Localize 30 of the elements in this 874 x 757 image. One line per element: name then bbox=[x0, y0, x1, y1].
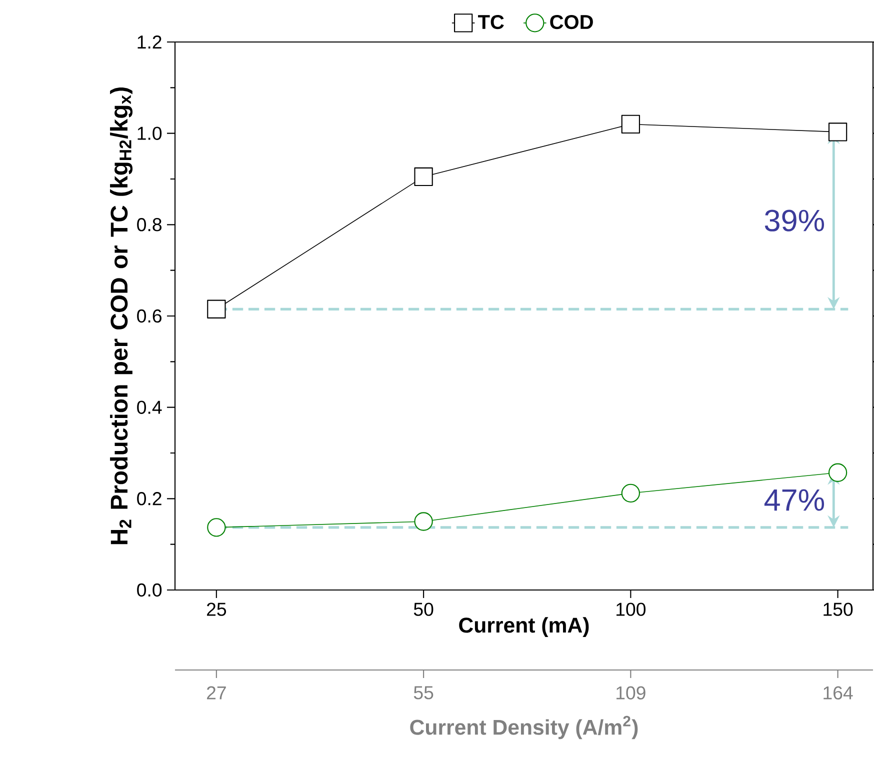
x-tick-label: 100 bbox=[616, 602, 646, 616]
text: 109 bbox=[616, 686, 646, 700]
y-tick-label: 0.6 bbox=[137, 309, 162, 323]
x-tick-label: 150 bbox=[824, 602, 853, 616]
x2-axis-title: Current Density (A/m$^{2}$) bbox=[410, 716, 638, 740]
y-tick-label: 1.0 bbox=[138, 126, 162, 140]
y-tick-label: 0.2 bbox=[137, 492, 162, 506]
y-tick-label: 0.8 bbox=[137, 218, 162, 232]
y-axis-title: H$_{2}$ Production per COD or TC (kg$_{H2}$/kg$_{x}$) bbox=[110, 87, 133, 544]
annotation: 47% bbox=[764, 489, 824, 511]
point bbox=[207, 300, 226, 318]
legend-label: COD bbox=[550, 14, 593, 30]
point bbox=[414, 512, 433, 531]
y-tick-label: 0.4 bbox=[137, 400, 162, 414]
text: 27 bbox=[206, 686, 226, 700]
x-axis-title: Current (mA) bbox=[459, 617, 589, 637]
point bbox=[207, 518, 226, 537]
x-tick-label: 50 bbox=[414, 602, 434, 616]
text: 164 bbox=[824, 686, 853, 700]
text: 55 bbox=[414, 686, 434, 700]
y-tick-label: 0.0 bbox=[137, 583, 162, 597]
point bbox=[414, 167, 433, 186]
legend-label: TC bbox=[478, 14, 504, 30]
point bbox=[828, 122, 848, 142]
annotation: 39% bbox=[764, 210, 824, 232]
x-tick-label: 25 bbox=[206, 602, 226, 616]
y-tick-label: 1.2 bbox=[138, 35, 162, 49]
point bbox=[621, 114, 640, 134]
point bbox=[828, 463, 848, 482]
point bbox=[621, 484, 640, 503]
